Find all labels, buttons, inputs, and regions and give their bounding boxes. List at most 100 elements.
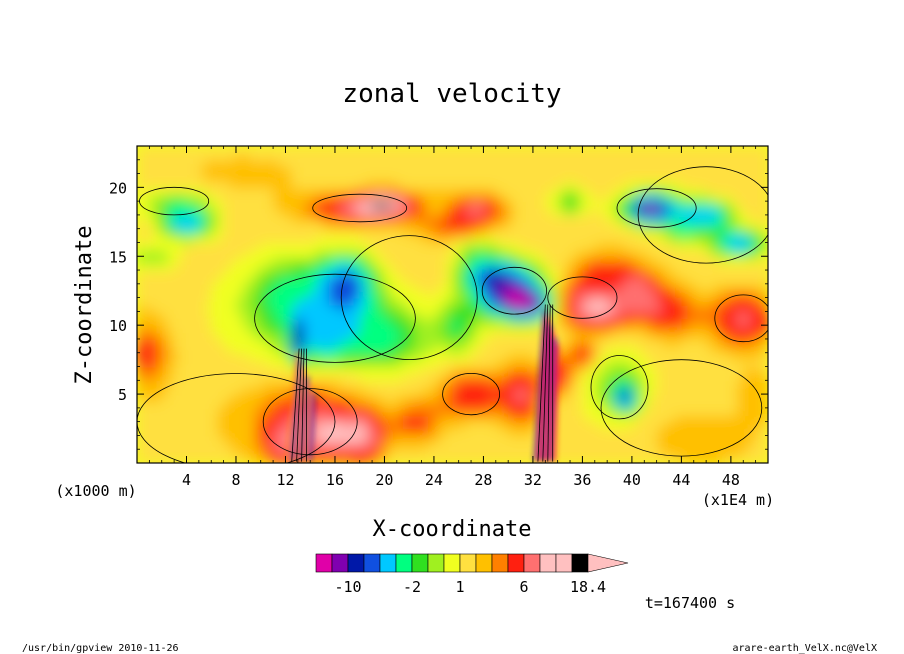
field-cell: [514, 442, 522, 451]
field-cell: [687, 304, 695, 313]
field-cell: [526, 325, 534, 334]
field-cell: [359, 311, 367, 320]
field-cell: [211, 394, 219, 402]
field-cell: [706, 435, 714, 444]
field-cell: [662, 456, 670, 463]
field-cell: [390, 152, 398, 161]
field-cell: [359, 407, 367, 416]
field-cell: [464, 221, 473, 230]
field-cell: [737, 263, 745, 272]
field-cell: [427, 297, 435, 306]
field-cell: [396, 325, 404, 334]
field-cell: [223, 421, 231, 430]
field-cell: [174, 339, 182, 347]
field-cell: [328, 159, 336, 168]
field-cell: [254, 428, 262, 437]
field-cell: [359, 194, 367, 203]
field-cell: [390, 208, 398, 216]
field-cell: [613, 283, 621, 292]
field-cell: [403, 228, 411, 237]
field-cell: [483, 428, 491, 437]
field-cell: [724, 366, 732, 375]
field-cell: [143, 180, 151, 189]
field-cell: [316, 387, 324, 396]
field-cell: [724, 359, 732, 368]
field-cell: [328, 297, 336, 306]
field-cell: [508, 345, 516, 354]
field-cell: [198, 456, 207, 463]
field-cell: [248, 214, 256, 223]
field-cell: [718, 201, 726, 209]
field-cell: [607, 290, 615, 299]
field-cell: [415, 276, 423, 285]
field-cell: [211, 304, 219, 313]
field-cell: [452, 263, 460, 272]
field-cell: [570, 159, 578, 168]
field-cell: [755, 304, 763, 313]
field-cell: [557, 359, 565, 368]
field-cell: [427, 263, 435, 272]
field-cell: [471, 435, 479, 444]
field-cell: [625, 421, 633, 430]
field-cell: [403, 407, 411, 416]
field-cell: [205, 221, 213, 230]
field-cell: [192, 242, 200, 251]
field-cell: [149, 297, 157, 306]
field-cell: [477, 442, 485, 451]
field-cell: [706, 270, 714, 278]
field-cell: [464, 352, 473, 361]
field-cell: [409, 366, 417, 375]
field-cell: [502, 435, 510, 444]
field-cell: [687, 373, 695, 382]
field-cell: [563, 332, 572, 340]
field-cell: [570, 152, 578, 161]
field-cell: [328, 352, 336, 361]
field-cell: [421, 456, 429, 463]
field-cell: [186, 214, 194, 223]
field-cell: [712, 332, 720, 340]
field-cell: [384, 339, 392, 347]
field-cell: [322, 283, 330, 292]
field-cell: [372, 456, 380, 463]
field-cell: [625, 435, 633, 444]
field-cell: [502, 456, 510, 463]
field-cell: [755, 387, 763, 396]
field-cell: [396, 290, 404, 299]
field-cell: [557, 318, 565, 327]
field-cell: [681, 276, 689, 285]
field-cell: [576, 311, 584, 320]
field-cell: [662, 263, 670, 272]
field-cell: [180, 249, 188, 258]
field-cell: [601, 359, 609, 368]
field-cell: [273, 270, 281, 278]
field-cell: [588, 332, 596, 340]
field-cell: [761, 318, 768, 327]
field-cell: [273, 359, 281, 368]
field-cell: [588, 276, 596, 285]
field-cell: [601, 194, 609, 203]
field-cell: [761, 373, 768, 382]
field-cell: [378, 263, 386, 272]
field-cell: [724, 180, 732, 189]
field-cell: [390, 187, 398, 196]
field-cell: [409, 332, 417, 340]
field-cell: [174, 366, 182, 375]
colorbar-box: [555, 553, 573, 573]
field-cell: [502, 208, 510, 216]
field-cell: [328, 435, 336, 444]
field-cell: [421, 449, 429, 458]
field-cell: [304, 449, 312, 458]
field-cell: [427, 435, 435, 444]
field-cell: [427, 449, 435, 458]
field-cell: [335, 283, 343, 292]
field-cell: [137, 407, 145, 416]
field-cell: [353, 325, 361, 334]
field-cell: [242, 311, 250, 320]
field-cell: [563, 359, 572, 368]
field-cell: [570, 449, 578, 458]
field-cell: [143, 146, 151, 154]
field-cell: [279, 345, 287, 354]
field-cell: [502, 428, 510, 437]
field-cell: [675, 366, 683, 375]
field-cell: [353, 352, 361, 361]
